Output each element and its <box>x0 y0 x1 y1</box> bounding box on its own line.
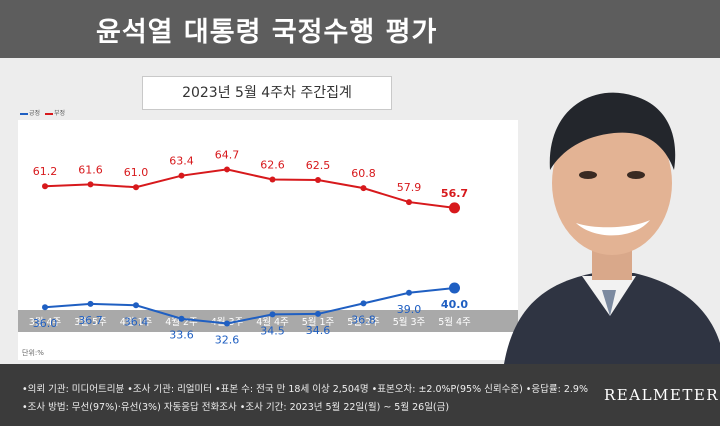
data-point <box>449 282 460 294</box>
data-point <box>224 166 230 173</box>
x-tick-label: 5월 2주 <box>347 316 380 328</box>
data-point <box>178 315 185 322</box>
data-label: 40.0 <box>441 298 468 311</box>
data-point <box>224 320 230 327</box>
data-point <box>360 300 367 307</box>
survey-info-line-1: •의뢰 기관: 미디어트리뷴 •조사 기관: 리얼미터 •표본 수: 전국 만 … <box>22 384 588 395</box>
data-point <box>269 176 276 183</box>
x-tick-label: 5월 4주 <box>438 316 471 328</box>
series-line-disapprove <box>44 168 455 209</box>
footer-bar: •의뢰 기관: 미디어트리뷴 •조사 기관: 리얼미터 •표본 수: 전국 만 … <box>0 364 720 426</box>
legend-label-approve: 긍정 <box>29 110 41 117</box>
data-point <box>87 181 94 188</box>
data-point <box>42 183 48 190</box>
data-label: 61.0 <box>124 166 149 179</box>
data-label: 36.8 <box>351 313 376 326</box>
data-label: 56.7 <box>441 187 468 200</box>
data-label: 64.7 <box>215 148 240 161</box>
data-label: 36.0 <box>33 317 58 330</box>
x-tick-label: 4월 4주 <box>256 316 289 328</box>
data-label: 60.8 <box>351 167 376 180</box>
data-point <box>315 177 321 183</box>
data-label: 34.5 <box>260 324 285 337</box>
data-point <box>360 185 367 192</box>
x-tick-label: 3월 4주 <box>29 316 62 328</box>
unit-label: 단위:% <box>22 349 44 357</box>
data-label: 62.5 <box>306 159 331 172</box>
data-label: 63.4 <box>169 155 194 168</box>
portrait-photo <box>504 92 720 364</box>
series-line-approve <box>44 287 455 325</box>
x-tick-label: 5월 1주 <box>302 316 335 328</box>
data-point <box>406 199 412 206</box>
data-point <box>133 302 139 309</box>
x-tick-label: 4월 1주 <box>120 316 153 328</box>
data-label: 61.6 <box>78 163 103 176</box>
data-label: 39.0 <box>397 303 422 316</box>
data-label: 36.4 <box>124 315 149 328</box>
data-point <box>87 300 94 307</box>
data-label: 62.6 <box>260 159 285 172</box>
legend-item-approve: 긍정 <box>20 110 40 117</box>
legend-label-disapprove: 부정 <box>53 110 66 117</box>
data-point <box>269 311 276 318</box>
page-title: 윤석열 대통령 국정수행 평가 <box>96 17 438 48</box>
data-label: 32.6 <box>215 334 240 347</box>
data-label: 61.2 <box>33 165 58 178</box>
legend-item-disapprove: 부정 <box>44 110 66 117</box>
survey-info-line-2: •조사 방법: 무선(97%)·유선(3%) 자동응답 전화조사 •조사 기간:… <box>22 402 450 413</box>
data-label: 57.9 <box>397 181 422 194</box>
chart-legend: 긍정 부정 <box>20 108 68 117</box>
data-label: 36.7 <box>78 314 103 327</box>
x-tick-label: 3월 5주 <box>74 316 107 328</box>
data-label: 34.6 <box>306 324 331 337</box>
data-point <box>449 202 460 214</box>
line-chart: 3월 4주 3월 5주 4월 1주 4월 2주 4월 3주 4월 4주 5월 1주 5월 2주… <box>18 148 518 347</box>
subtitle-box: 2023년 5월 4주차 주간집계 <box>142 76 392 110</box>
realmeter-logo: REALMETER <box>604 386 720 404</box>
data-label: 33.6 <box>169 329 194 342</box>
chart-subtitle: 2023년 5월 4주차 주간집계 <box>182 85 352 101</box>
data-point <box>406 289 412 296</box>
data-point <box>178 172 185 179</box>
data-point <box>315 310 321 317</box>
chart-stage: 2023년 5월 4주차 주간집계 긍정 부정 3월 4주 3월 5주 4월 1주 4… <box>0 58 720 364</box>
x-tick-label: 5월 3주 <box>393 316 426 328</box>
data-point <box>42 304 48 311</box>
x-axis-band <box>18 310 518 332</box>
data-point <box>133 184 139 191</box>
header-bar: 윤석열 대통령 국정수행 평가 <box>0 0 720 58</box>
